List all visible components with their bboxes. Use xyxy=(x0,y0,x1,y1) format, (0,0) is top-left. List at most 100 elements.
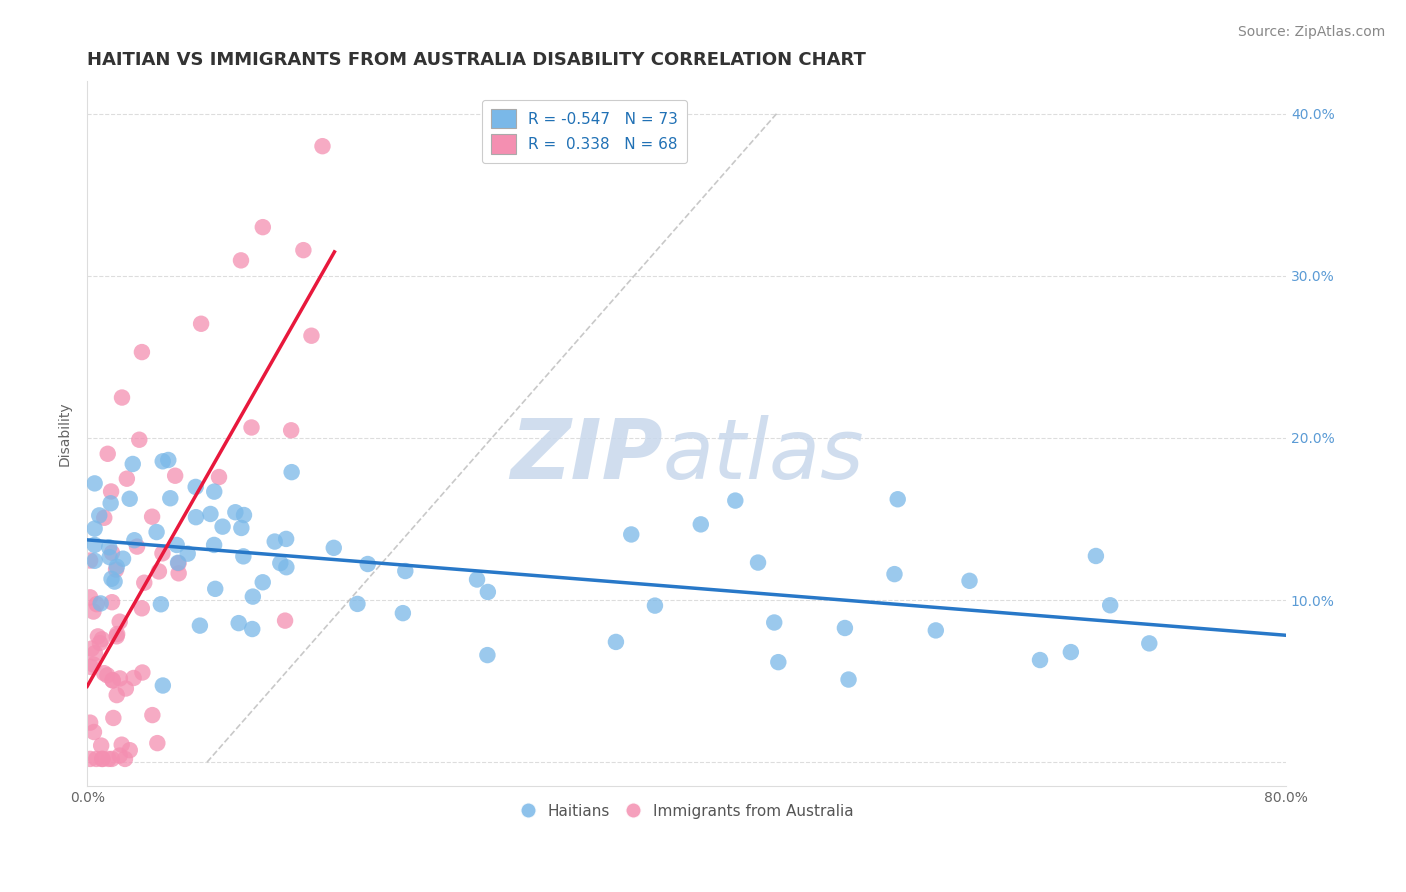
Point xyxy=(96,668,118,682)
Point xyxy=(93,510,115,524)
Point xyxy=(125,540,148,554)
Text: ZIP: ZIP xyxy=(510,415,662,496)
Point xyxy=(101,673,124,687)
Point xyxy=(83,476,105,491)
Point xyxy=(134,575,156,590)
Point xyxy=(208,470,231,484)
Point xyxy=(167,556,190,570)
Point xyxy=(84,646,107,660)
Point xyxy=(886,492,908,507)
Point xyxy=(883,567,905,582)
Point xyxy=(188,618,211,632)
Point xyxy=(104,574,127,589)
Point xyxy=(165,468,187,483)
Point xyxy=(128,433,150,447)
Point xyxy=(83,522,105,536)
Point xyxy=(86,597,108,611)
Point xyxy=(105,688,128,702)
Point xyxy=(240,420,263,434)
Point xyxy=(620,527,643,541)
Point xyxy=(768,655,790,669)
Point xyxy=(108,672,131,686)
Point xyxy=(131,345,153,359)
Point xyxy=(83,725,105,739)
Point xyxy=(159,491,181,506)
Point xyxy=(392,606,415,620)
Point xyxy=(1029,653,1052,667)
Point xyxy=(152,546,174,560)
Point xyxy=(763,615,786,630)
Point xyxy=(97,752,120,766)
Point xyxy=(228,616,250,631)
Point xyxy=(252,575,274,590)
Point xyxy=(269,556,291,570)
Point xyxy=(477,648,499,662)
Point xyxy=(87,629,110,643)
Point xyxy=(86,752,108,766)
Point xyxy=(231,521,253,535)
Point xyxy=(838,673,860,687)
Point xyxy=(100,572,122,586)
Point xyxy=(605,635,627,649)
Point xyxy=(131,601,153,615)
Point xyxy=(80,641,103,656)
Point xyxy=(152,679,174,693)
Point xyxy=(346,597,368,611)
Point xyxy=(101,673,124,688)
Point xyxy=(322,541,344,555)
Point xyxy=(252,220,274,235)
Point xyxy=(100,496,122,510)
Point xyxy=(263,534,285,549)
Point xyxy=(124,533,146,548)
Point xyxy=(724,493,747,508)
Point xyxy=(157,453,180,467)
Point xyxy=(280,423,302,437)
Point xyxy=(122,671,145,685)
Point xyxy=(98,541,121,555)
Point xyxy=(105,627,128,641)
Point xyxy=(689,517,711,532)
Point xyxy=(79,752,101,766)
Point xyxy=(108,748,131,763)
Point xyxy=(148,565,170,579)
Point xyxy=(184,480,207,494)
Point xyxy=(200,507,222,521)
Text: Source: ZipAtlas.com: Source: ZipAtlas.com xyxy=(1237,25,1385,39)
Point xyxy=(98,550,121,565)
Point xyxy=(97,447,120,461)
Point xyxy=(79,715,101,730)
Point xyxy=(190,317,212,331)
Point xyxy=(105,629,128,643)
Point xyxy=(311,139,333,153)
Point xyxy=(292,243,315,257)
Point xyxy=(105,563,128,577)
Point xyxy=(274,614,297,628)
Point xyxy=(925,624,948,638)
Point xyxy=(118,491,141,506)
Point xyxy=(89,636,111,650)
Point xyxy=(100,484,122,499)
Point xyxy=(276,560,298,574)
Point xyxy=(115,681,138,696)
Point xyxy=(357,557,380,571)
Point xyxy=(90,632,112,647)
Point xyxy=(644,599,666,613)
Point xyxy=(149,597,172,611)
Point xyxy=(111,391,134,405)
Point xyxy=(211,519,233,533)
Point xyxy=(90,596,112,610)
Point xyxy=(202,484,225,499)
Point xyxy=(101,752,124,766)
Point xyxy=(118,743,141,757)
Point xyxy=(80,660,103,674)
Point xyxy=(90,739,112,753)
Point xyxy=(146,736,169,750)
Point xyxy=(101,595,124,609)
Point xyxy=(465,573,488,587)
Point xyxy=(105,559,128,574)
Point xyxy=(108,615,131,629)
Point xyxy=(202,538,225,552)
Point xyxy=(1084,549,1107,563)
Y-axis label: Disability: Disability xyxy=(58,401,72,467)
Text: HAITIAN VS IMMIGRANTS FROM AUSTRALIA DISABILITY CORRELATION CHART: HAITIAN VS IMMIGRANTS FROM AUSTRALIA DIS… xyxy=(87,51,866,69)
